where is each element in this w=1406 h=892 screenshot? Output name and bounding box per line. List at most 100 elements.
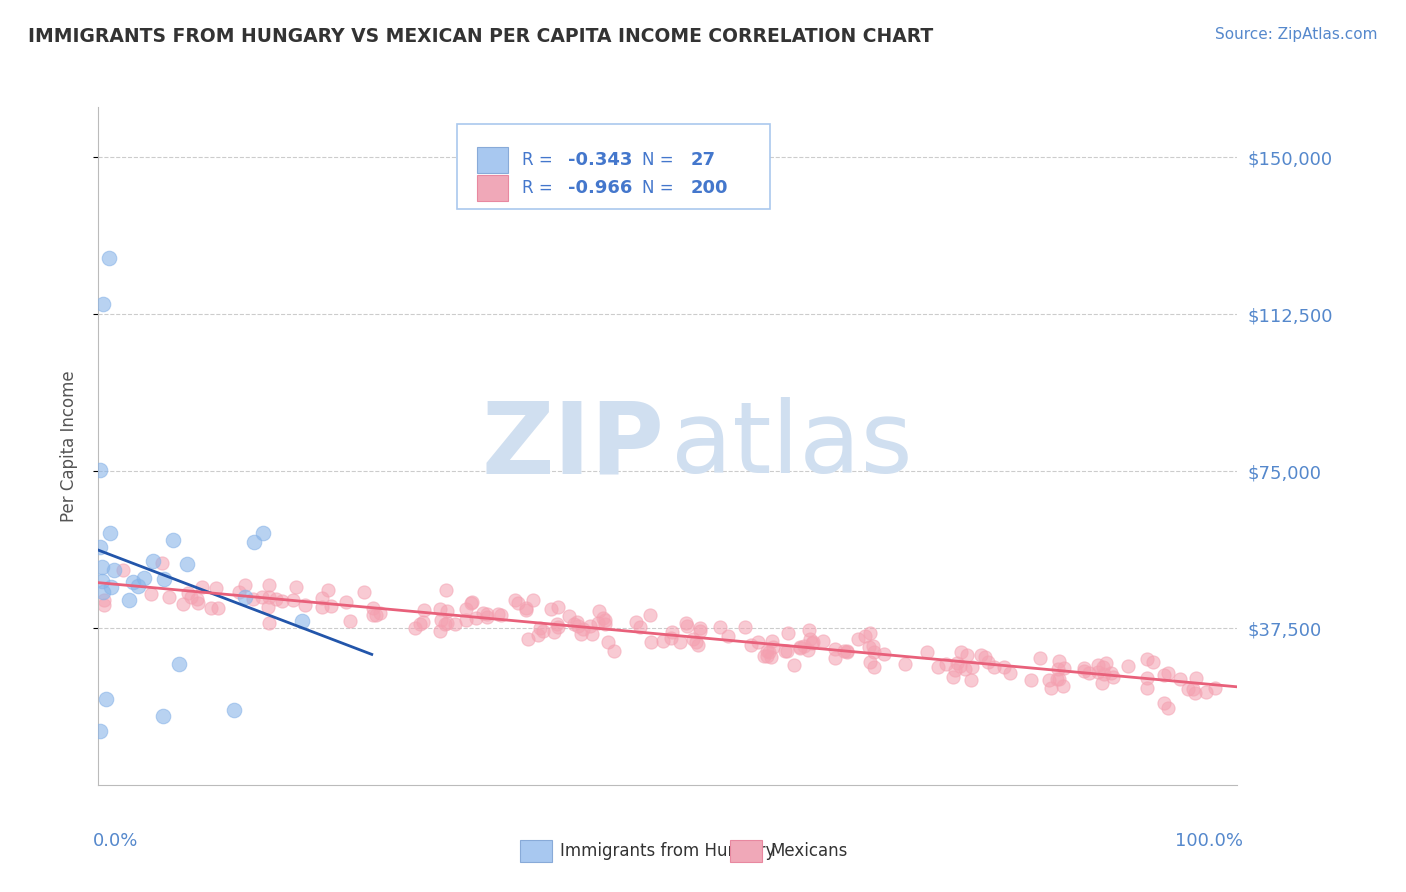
Point — [546, 616, 568, 631]
Point — [793, 640, 815, 654]
Point — [758, 645, 780, 659]
Point — [335, 595, 357, 609]
Point — [489, 607, 512, 622]
Point — [152, 708, 174, 723]
Point — [200, 601, 222, 615]
Point — [526, 628, 548, 642]
Point — [252, 525, 274, 540]
Point — [361, 607, 384, 622]
Text: N =: N = — [641, 179, 679, 197]
Point — [477, 610, 499, 624]
Point — [811, 634, 834, 648]
Point — [935, 657, 957, 672]
Point — [100, 580, 122, 594]
Point — [91, 585, 114, 599]
Point — [207, 601, 229, 615]
Point — [515, 603, 537, 617]
Point — [969, 648, 991, 662]
Point — [159, 590, 181, 604]
Point — [747, 635, 769, 649]
Point — [1142, 655, 1164, 669]
Point — [1040, 681, 1063, 695]
Point — [436, 616, 458, 631]
Point — [150, 557, 173, 571]
Point — [1181, 682, 1204, 697]
Point — [506, 596, 529, 610]
Point — [960, 660, 983, 674]
Point — [1038, 673, 1060, 687]
Point — [863, 660, 886, 674]
Point — [91, 560, 114, 574]
Point — [177, 585, 200, 599]
Point — [949, 645, 972, 659]
Point — [762, 640, 785, 654]
Point — [853, 629, 876, 643]
Bar — [477, 176, 509, 201]
Point — [404, 621, 426, 635]
Point — [859, 626, 882, 640]
Point — [112, 563, 135, 577]
Point — [368, 606, 391, 620]
Point — [475, 607, 498, 621]
Point — [675, 616, 697, 631]
Point — [233, 591, 256, 605]
Point — [257, 599, 280, 614]
Point — [1156, 700, 1178, 714]
Point — [1153, 667, 1175, 681]
Point — [983, 660, 1005, 674]
Point — [846, 632, 869, 647]
Point — [454, 602, 477, 616]
Point — [1099, 666, 1122, 681]
Text: N =: N = — [641, 151, 679, 169]
Point — [956, 648, 979, 662]
Point — [1073, 661, 1095, 675]
Point — [460, 595, 482, 609]
Point — [761, 633, 783, 648]
Point — [675, 618, 697, 632]
Point — [571, 622, 593, 636]
Text: 200: 200 — [690, 179, 728, 197]
Point — [832, 643, 855, 657]
Point — [93, 592, 115, 607]
Point — [139, 586, 162, 600]
Point — [353, 585, 375, 599]
Point — [529, 621, 551, 635]
Point — [1184, 685, 1206, 699]
Point — [142, 554, 165, 568]
Point — [567, 619, 589, 633]
Point — [669, 635, 692, 649]
Point — [799, 632, 821, 646]
Point — [364, 608, 387, 623]
Point — [685, 634, 707, 648]
Point — [93, 598, 115, 612]
Point — [1094, 656, 1116, 670]
Point — [409, 617, 432, 632]
Point — [915, 645, 938, 659]
Point — [522, 593, 544, 607]
Point — [998, 666, 1021, 681]
Y-axis label: Per Capita Income: Per Capita Income — [59, 370, 77, 522]
Point — [103, 563, 125, 577]
Point — [640, 608, 662, 623]
Point — [1047, 672, 1070, 686]
Point — [1185, 671, 1208, 685]
Point — [776, 626, 799, 640]
Point — [863, 645, 886, 659]
Point — [734, 620, 756, 634]
Point — [1091, 675, 1114, 690]
Point — [659, 631, 682, 645]
Point — [782, 657, 804, 672]
Bar — [477, 147, 509, 173]
Point — [1195, 684, 1218, 698]
Point — [565, 615, 588, 629]
Point — [1046, 662, 1069, 676]
Point — [285, 580, 308, 594]
Point — [837, 644, 859, 658]
Point — [593, 613, 616, 627]
Point — [789, 641, 811, 656]
Point — [91, 296, 114, 310]
Point — [1047, 654, 1070, 668]
Point — [1153, 696, 1175, 710]
Point — [752, 648, 775, 663]
Point — [472, 606, 495, 620]
